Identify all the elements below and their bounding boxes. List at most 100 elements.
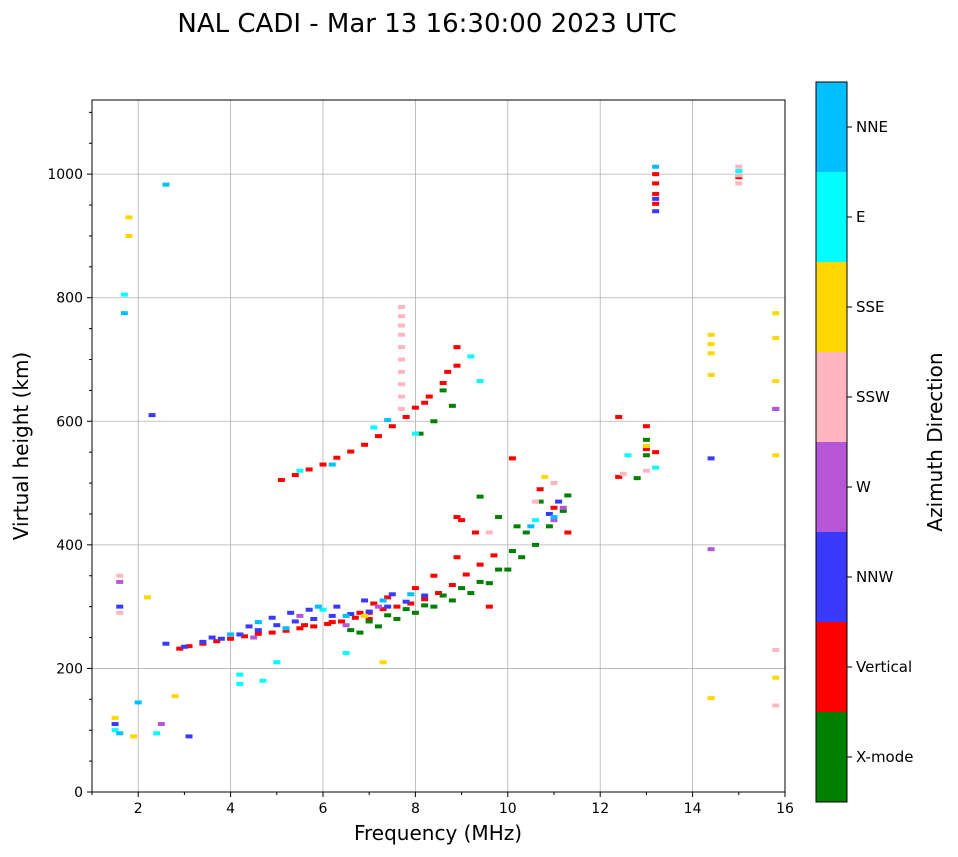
data-point (342, 613, 350, 618)
data-point (116, 610, 124, 615)
data-point (143, 595, 151, 600)
data-point (116, 604, 124, 609)
data-point (559, 508, 567, 513)
data-point (550, 518, 558, 523)
data-point (430, 573, 438, 578)
data-point (430, 604, 438, 609)
data-point (555, 499, 563, 504)
y-axis-label: Virtual height (km) (9, 352, 33, 541)
data-point (116, 731, 124, 736)
data-point (448, 583, 456, 588)
plot-frame (91, 99, 786, 793)
data-point (245, 624, 253, 629)
colorbar-segment (816, 442, 847, 532)
data-point (208, 635, 216, 640)
data-point (134, 700, 142, 705)
data-point (407, 592, 415, 597)
x-tick-label: 12 (591, 801, 609, 817)
x-axis-label: Frequency (MHz) (354, 821, 522, 845)
data-point (652, 196, 660, 201)
data-point (282, 628, 290, 633)
data-point (125, 233, 133, 238)
data-point (735, 164, 743, 169)
data-point (425, 394, 433, 399)
data-point (652, 181, 660, 186)
colorbar-tick-label: SSW (856, 388, 890, 406)
data-point (402, 607, 410, 612)
data-point (522, 530, 530, 535)
x-tick-label: 16 (776, 801, 794, 817)
data-point (652, 191, 660, 196)
data-point (324, 621, 332, 626)
data-point (254, 620, 262, 625)
y-axis-ticks: 0 200 400 600 800 1000 (47, 111, 92, 801)
x-axis-ticks: 2 4 6 8 10 12 14 16 (91, 792, 794, 817)
data-point (495, 567, 503, 572)
y-tick-label: 200 (56, 661, 83, 677)
data-point (421, 400, 429, 405)
data-point (125, 215, 133, 220)
data-point (310, 617, 318, 621)
data-point (504, 567, 512, 572)
data-point (365, 609, 373, 614)
data-point (273, 660, 281, 665)
data-point (398, 382, 406, 387)
data-point (250, 635, 258, 640)
data-point (398, 304, 406, 309)
data-point (532, 542, 540, 547)
data-point (435, 591, 442, 596)
data-point (296, 626, 304, 631)
data-point (398, 314, 406, 319)
data-point (227, 632, 235, 637)
data-point (458, 586, 466, 591)
data-point (319, 607, 327, 612)
data-point (305, 467, 313, 472)
series-ssw (116, 164, 780, 708)
data-point (199, 639, 207, 644)
data-point (384, 604, 392, 609)
data-point (430, 419, 438, 424)
data-point (120, 311, 128, 316)
data-point (453, 363, 461, 368)
data-point (467, 354, 475, 359)
data-point (402, 599, 410, 604)
data-point (291, 473, 299, 478)
data-point (495, 515, 503, 520)
data-point (536, 499, 544, 504)
grid-lines (92, 100, 786, 793)
data-point (652, 209, 660, 214)
data-point (411, 431, 419, 436)
data-point (328, 462, 336, 467)
data-point (652, 465, 660, 470)
data-point (379, 607, 387, 612)
data-point (421, 603, 429, 608)
data-point (559, 505, 567, 510)
data-point (180, 644, 188, 649)
colorbar-tick-label: Vertical (856, 658, 912, 676)
data-point (550, 505, 558, 510)
data-point (254, 631, 262, 636)
colorbar-frame (815, 81, 848, 803)
data-point (120, 292, 128, 297)
data-point (536, 487, 544, 492)
series-vertical (176, 172, 743, 651)
data-point (374, 434, 382, 439)
data-point (508, 456, 516, 461)
data-point (642, 437, 650, 442)
y-tick-label: 800 (56, 291, 83, 307)
data-point (273, 623, 281, 628)
data-point (772, 406, 780, 411)
plot-area (92, 100, 785, 792)
data-point (393, 604, 401, 609)
data-point (268, 630, 276, 635)
data-point (485, 604, 493, 609)
data-point (162, 641, 170, 646)
data-point (268, 615, 276, 620)
data-point (490, 553, 498, 558)
data-point (476, 379, 484, 384)
data-point (772, 379, 780, 384)
data-point (351, 615, 359, 620)
data-point (652, 164, 660, 169)
data-point (707, 332, 715, 337)
